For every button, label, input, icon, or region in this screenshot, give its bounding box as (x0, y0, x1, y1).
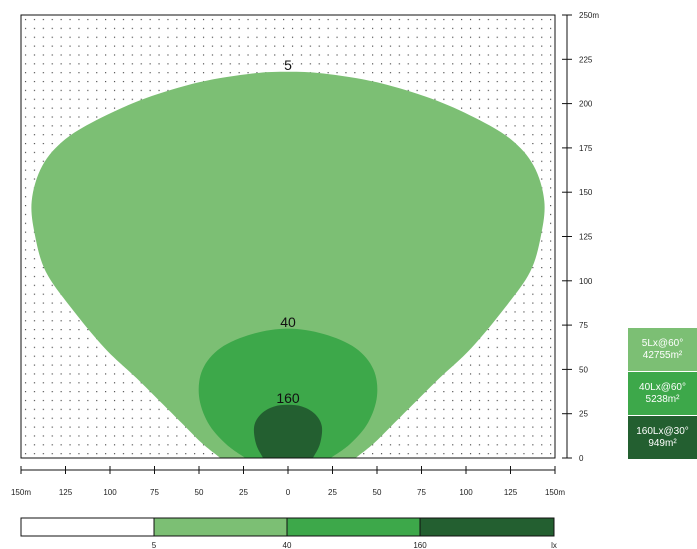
y-tick-label: 0 (579, 454, 584, 463)
legend-item-40lx-level: 40Lx@60° (639, 381, 686, 393)
y-tick-label: 50 (579, 365, 588, 374)
contour-label-160: 160 (276, 390, 300, 406)
y-tick-label: 100 (579, 277, 593, 286)
legend-item-40lx: 40Lx@60° 5238m² (628, 372, 697, 415)
x-tick-label: 0 (286, 488, 291, 497)
x-tick-label: 50 (373, 488, 382, 497)
contour-label-5: 5 (284, 57, 292, 73)
scale-label: 160 (413, 541, 427, 549)
scale-swatch (286, 517, 421, 537)
y-tick-label: 125 (579, 233, 593, 242)
x-tick-label: 50 (195, 488, 204, 497)
legend-item-160lx: 160Lx@30° 949m² (628, 416, 697, 459)
y-tick-label: 200 (579, 100, 593, 109)
x-tick-label: 150m (11, 488, 31, 497)
legend-swatch (628, 416, 697, 459)
y-tick-label: 175 (579, 144, 593, 153)
contour-40 (198, 328, 378, 458)
x-tick-label: 25 (239, 488, 248, 497)
contour-160 (253, 404, 323, 458)
contour-5 (31, 71, 545, 458)
x-tick-label: 25 (328, 488, 337, 497)
legend-item-40lx-area: 5238m² (645, 393, 680, 405)
scale-label: lx (551, 541, 557, 549)
y-tick-label: 250m (579, 11, 599, 20)
x-tick-label: 75 (417, 488, 426, 497)
y-tick-label: 25 (579, 410, 588, 419)
y-tick-label: 150 (579, 188, 593, 197)
legend-swatch (628, 372, 697, 415)
legend-item-160lx-area: 949m² (648, 437, 677, 449)
x-tick-label: 150m (545, 488, 565, 497)
scale-swatch (20, 517, 155, 537)
scale-label: 40 (283, 541, 292, 549)
x-tick-label: 75 (150, 488, 159, 497)
x-tick-label: 125 (504, 488, 518, 497)
x-tick-label: 100 (459, 488, 473, 497)
legend-item-5lx-level: 5Lx@60° (641, 337, 684, 349)
x-tick-label: 100 (103, 488, 117, 497)
x-tick-label: 125 (59, 488, 73, 497)
scale-swatch (153, 517, 288, 537)
legend-swatch (628, 328, 697, 371)
plot-frame (20, 14, 556, 459)
contour-label-40: 40 (280, 314, 296, 330)
legend-item-5lx: 5Lx@60° 42755m² (628, 328, 697, 371)
scale-label: 5 (152, 541, 157, 549)
y-tick-label: 225 (579, 55, 593, 64)
legend-item-5lx-area: 42755m² (642, 349, 683, 361)
y-tick-label: 75 (579, 321, 588, 330)
scale-swatch (419, 517, 555, 537)
legend-item-160lx-level: 160Lx@30° (636, 425, 689, 437)
